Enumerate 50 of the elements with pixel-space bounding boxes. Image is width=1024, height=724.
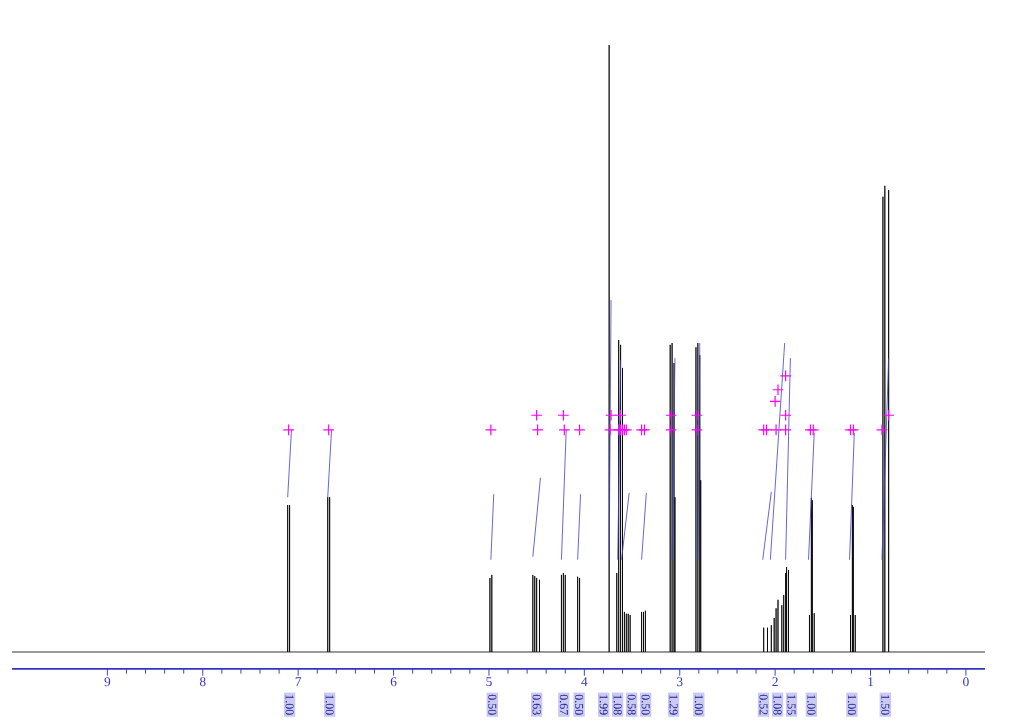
text: 1.00 (325, 695, 334, 715)
text: 0.50 (575, 694, 584, 715)
point (322, 423, 335, 436)
point (614, 409, 627, 422)
text: 0.67 (559, 694, 568, 715)
point (558, 423, 571, 436)
text: 1.00 (847, 695, 856, 715)
x-tick-label: 7 (295, 677, 302, 686)
text: 1.99 (599, 695, 608, 715)
point (557, 409, 570, 422)
text: 1.00 (807, 695, 816, 715)
x-tick-label: 8 (199, 677, 206, 687)
point (690, 423, 703, 436)
x-tick-label: 0 (963, 677, 969, 687)
point (282, 423, 295, 436)
point (690, 409, 703, 422)
point (882, 409, 895, 422)
x-tick-label: 9 (104, 677, 111, 687)
point (779, 423, 792, 436)
text: 0.50 (488, 694, 497, 715)
point (665, 423, 678, 436)
point (779, 369, 792, 382)
point (573, 423, 586, 436)
point (779, 409, 792, 422)
text: 1.50 (881, 695, 890, 715)
x-tick-label: 1 (868, 677, 874, 687)
text: 1.29 (669, 695, 678, 715)
x-tick-label: 3 (677, 677, 683, 687)
point (484, 423, 497, 436)
x-tick-label: 6 (390, 677, 397, 687)
point (531, 423, 544, 436)
point (772, 383, 784, 396)
x-tick-label: 4 (581, 677, 588, 687)
text: 1.08 (613, 695, 622, 715)
text: 1.00 (285, 695, 294, 715)
point (876, 423, 888, 436)
x-tick-label: 2 (772, 677, 778, 687)
text: 0.52 (759, 694, 768, 715)
text: 0.50 (641, 694, 650, 715)
text: 0.63 (532, 694, 541, 715)
point (770, 423, 783, 436)
text: 1.55 (787, 695, 796, 715)
x-tick-label: 5 (486, 677, 492, 687)
text: 1.00 (694, 695, 703, 715)
point (530, 409, 543, 422)
text: 0.58 (627, 694, 636, 715)
point (605, 409, 617, 422)
point (769, 395, 782, 408)
text: 1.08 (773, 695, 782, 715)
point (665, 409, 678, 422)
